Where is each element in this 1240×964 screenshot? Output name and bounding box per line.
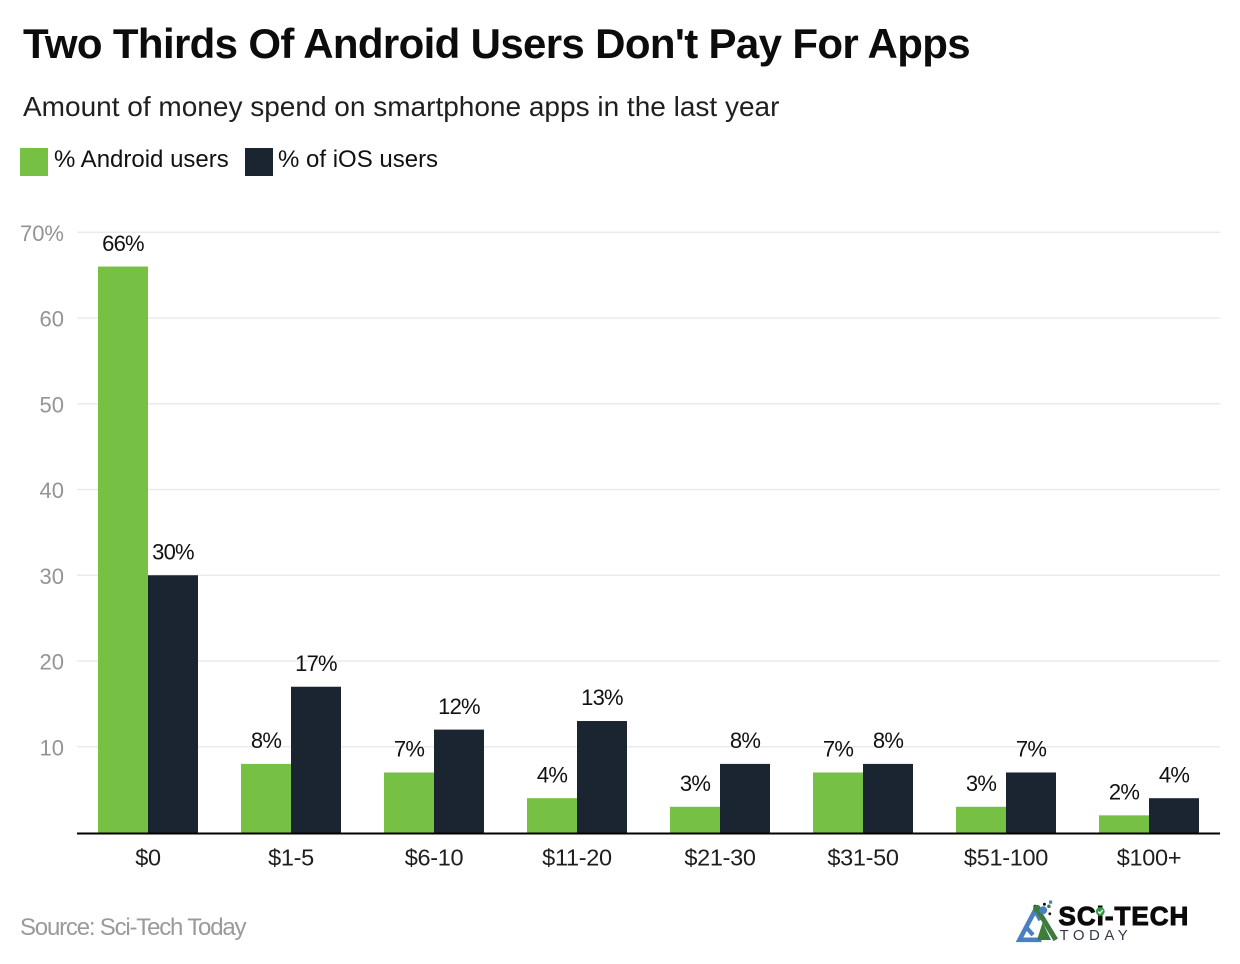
svg-text:$1-5: $1-5 [268, 845, 314, 871]
svg-text:4%: 4% [537, 762, 567, 787]
svg-text:8%: 8% [873, 728, 903, 753]
svg-text:$11-20: $11-20 [542, 845, 612, 871]
svg-text:3%: 3% [680, 771, 710, 796]
svg-text:3%: 3% [966, 771, 996, 796]
svg-text:7%: 7% [394, 737, 424, 762]
svg-text:$0: $0 [135, 845, 161, 871]
svg-text:$51-100: $51-100 [964, 845, 1048, 871]
svg-text:13%: 13% [581, 685, 623, 710]
svg-text:10: 10 [40, 735, 64, 760]
svg-text:$21-30: $21-30 [684, 845, 756, 871]
svg-text:60: 60 [40, 307, 64, 332]
svg-text:50: 50 [40, 392, 64, 417]
svg-text:30: 30 [40, 564, 64, 589]
svg-text:20: 20 [40, 650, 64, 675]
svg-text:$100+: $100+ [1117, 845, 1182, 871]
svg-text:$6-10: $6-10 [405, 845, 464, 871]
svg-text:40: 40 [40, 478, 64, 503]
svg-text:7%: 7% [823, 737, 853, 762]
svg-text:2%: 2% [1109, 780, 1139, 805]
svg-text:SCi-TECH: SCi-TECH [1059, 901, 1190, 931]
svg-text:TODAY: TODAY [1060, 927, 1133, 944]
svg-text:8%: 8% [730, 728, 760, 753]
svg-text:8%: 8% [251, 728, 281, 753]
svg-text:7%: 7% [1016, 737, 1046, 762]
svg-text:66%: 66% [102, 231, 144, 256]
svg-text:12%: 12% [438, 694, 480, 719]
svg-text:70%: 70% [20, 221, 64, 246]
svg-text:30%: 30% [152, 539, 194, 564]
svg-text:$31-50: $31-50 [827, 845, 899, 871]
svg-text:17%: 17% [295, 651, 337, 676]
svg-text:4%: 4% [1159, 762, 1189, 787]
